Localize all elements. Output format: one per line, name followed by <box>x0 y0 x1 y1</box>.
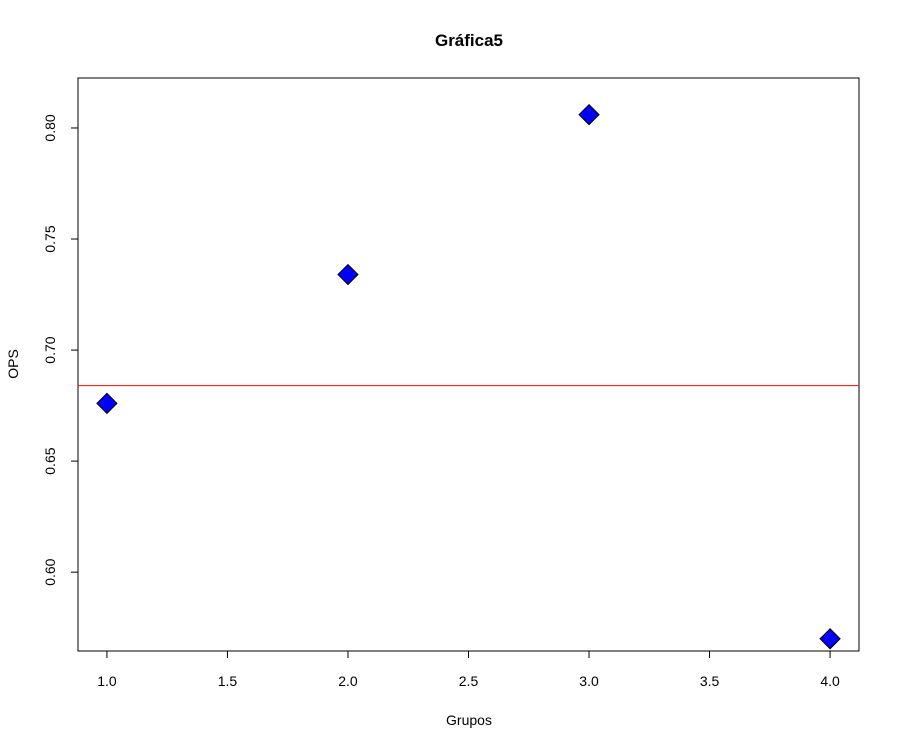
y-axis: 0.60 0.65 0.70 0.75 0.80 <box>42 114 78 586</box>
x-tick-label: 2.5 <box>459 673 479 689</box>
y-tick-label: 0.70 <box>42 336 58 363</box>
x-axis: 1.0 1.5 2.0 2.5 3.0 3.5 4.0 <box>97 651 840 689</box>
x-tick-label: 2.0 <box>338 673 358 689</box>
y-tick-label: 0.80 <box>42 114 58 141</box>
chart-title: Gráfica5 <box>435 31 503 50</box>
data-point <box>338 265 358 285</box>
x-tick-label: 3.0 <box>579 673 599 689</box>
y-tick-label: 0.65 <box>42 447 58 474</box>
x-axis-label: Grupos <box>446 712 492 728</box>
x-tick-label: 4.0 <box>820 673 840 689</box>
y-tick-label: 0.60 <box>42 558 58 585</box>
data-points <box>97 105 840 649</box>
data-point <box>820 629 840 649</box>
x-tick-label: 1.0 <box>97 673 117 689</box>
data-point <box>97 393 117 413</box>
plot-area-frame <box>78 78 859 651</box>
y-tick-label: 0.75 <box>42 225 58 252</box>
x-tick-label: 3.5 <box>700 673 720 689</box>
x-tick-label: 1.5 <box>218 673 238 689</box>
data-point <box>579 105 599 125</box>
y-axis-label: OPS <box>5 349 21 379</box>
